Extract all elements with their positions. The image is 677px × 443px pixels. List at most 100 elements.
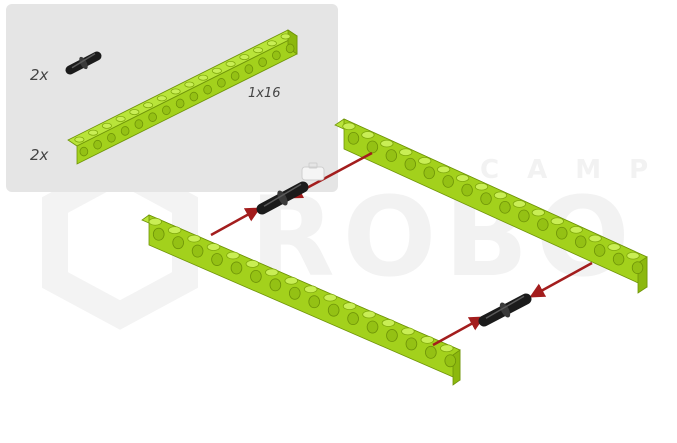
beam-hole xyxy=(405,337,418,351)
beam-hole xyxy=(518,209,530,223)
beam-stud xyxy=(418,156,432,165)
technic-beam-icon xyxy=(67,29,298,165)
assembly-arrow-icon xyxy=(432,316,485,347)
beam-hole xyxy=(285,43,295,54)
beam-hole xyxy=(258,57,267,67)
beam-stud xyxy=(342,302,357,310)
beam-hole xyxy=(230,71,240,81)
beam-hole xyxy=(385,149,398,162)
beam-quantity: 2x xyxy=(30,146,49,164)
beam-stud xyxy=(607,243,621,251)
beam-stud xyxy=(420,335,435,344)
beam-stud xyxy=(184,81,195,88)
beam-hole xyxy=(120,126,130,136)
watermark-subtitle: CAMP xyxy=(480,155,676,185)
beam-stud xyxy=(225,61,236,67)
beam-hole xyxy=(366,320,379,334)
beam-stud xyxy=(198,74,209,81)
beam-stud xyxy=(303,285,318,294)
beam-stud xyxy=(239,54,250,60)
beam-stud xyxy=(455,174,470,182)
beam-hole xyxy=(499,200,511,214)
front-beam xyxy=(141,214,461,386)
beam-stud xyxy=(101,122,112,129)
beam-stud xyxy=(143,102,154,109)
beam-stud xyxy=(156,95,167,102)
beam-hole xyxy=(203,84,212,95)
beam-hole xyxy=(347,131,360,145)
beam-stud xyxy=(437,165,451,174)
connector-quantity: 2x xyxy=(30,66,49,84)
beam-stud xyxy=(493,191,508,200)
beam-hole xyxy=(172,236,184,250)
beam-stud xyxy=(206,243,221,251)
beam-hole xyxy=(442,175,454,188)
beam-hole xyxy=(575,235,587,249)
beam-stud xyxy=(253,47,264,54)
connector-pin-icon xyxy=(256,181,309,215)
beam-stud xyxy=(226,251,240,260)
beam-stud xyxy=(88,129,99,136)
beam-hole xyxy=(79,146,89,157)
beam-hole xyxy=(162,105,171,116)
beam-stud xyxy=(284,276,299,285)
beam-size-label: 1x16 xyxy=(248,86,281,101)
beam-stud xyxy=(550,217,564,226)
back-beam xyxy=(334,118,648,294)
beam-hole xyxy=(556,226,568,240)
beam-hole xyxy=(537,218,549,231)
clip-icon xyxy=(301,162,325,181)
assembly-arrow-icon xyxy=(529,261,593,298)
beam-stud xyxy=(361,131,375,139)
beam-hole xyxy=(612,252,625,266)
beam-hole xyxy=(593,244,606,257)
parts-list-panel: 2x 2x 1x16 xyxy=(6,4,338,192)
beam-hole xyxy=(366,140,379,154)
beam-hole xyxy=(269,278,282,292)
beam-stud xyxy=(474,182,489,191)
beam-hole xyxy=(175,98,185,109)
beam-hole xyxy=(211,253,223,266)
beam-hole xyxy=(480,192,492,206)
beam-hole xyxy=(347,312,359,326)
connector-pin-icon xyxy=(478,293,532,327)
beam-stud xyxy=(380,139,394,148)
beam-stud xyxy=(381,319,396,327)
beam-stud xyxy=(167,226,182,235)
beam-hole xyxy=(386,329,398,342)
beam-hole xyxy=(288,286,301,300)
beam-stud xyxy=(187,234,201,243)
beam-hole xyxy=(230,261,243,275)
beam-hole xyxy=(148,112,157,122)
beam-stud xyxy=(129,109,140,115)
beam-hole xyxy=(217,78,226,88)
beam-hole xyxy=(308,295,321,309)
connector-pin-icon xyxy=(65,51,102,75)
beam-hole xyxy=(423,166,435,180)
beam-stud xyxy=(440,344,454,353)
beam-hole xyxy=(250,269,262,283)
beam-stud xyxy=(266,40,277,47)
beam-hole xyxy=(444,354,457,368)
beam-hole xyxy=(404,157,416,171)
beam-stud xyxy=(399,148,413,157)
beam-hole xyxy=(134,119,144,129)
beam-stud xyxy=(211,67,222,74)
beam-hole xyxy=(425,345,437,359)
assembly-arrow-icon xyxy=(210,207,261,237)
beam-stud xyxy=(512,200,527,208)
beam-hole xyxy=(93,139,102,150)
beam-stud xyxy=(148,217,162,226)
beam-hole xyxy=(191,244,204,258)
beam-stud xyxy=(74,136,85,143)
beam-hole xyxy=(244,64,254,74)
beam-stud xyxy=(626,251,640,260)
beam-stud xyxy=(569,225,583,234)
beam-stud xyxy=(245,260,260,268)
beam-hole xyxy=(189,91,199,102)
beam-hole xyxy=(272,50,281,61)
beam-hole xyxy=(631,261,644,275)
beam-hole xyxy=(107,133,116,143)
beam-stud xyxy=(170,88,181,95)
